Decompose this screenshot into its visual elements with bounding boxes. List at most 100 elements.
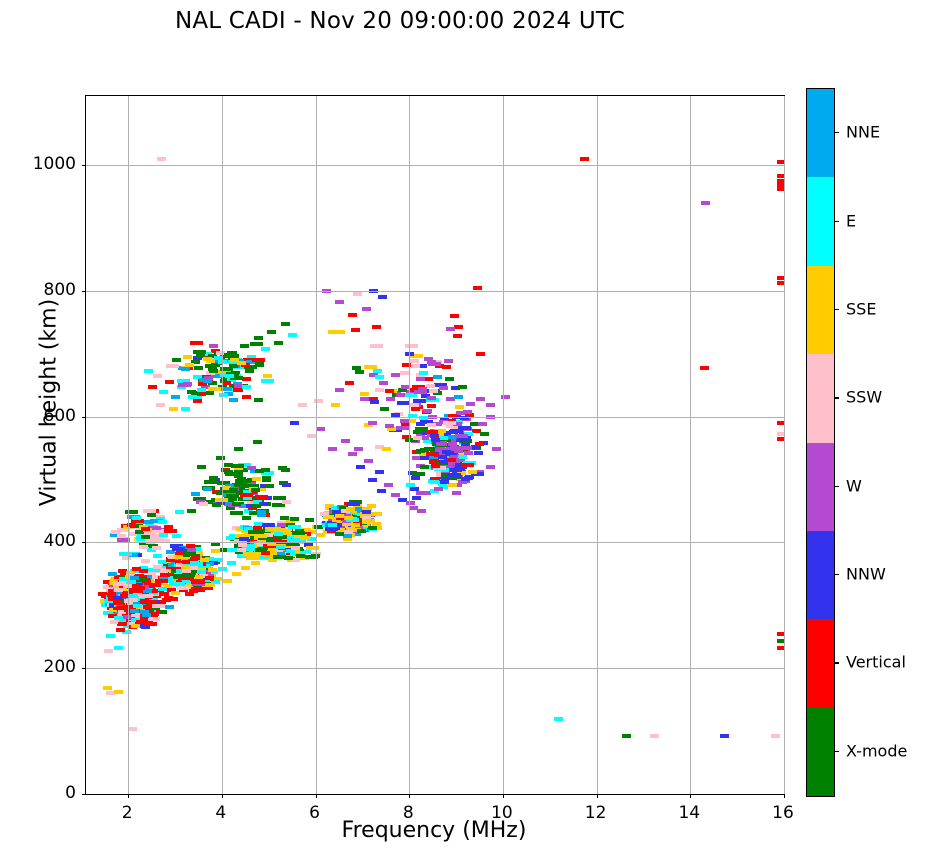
data-point: [128, 598, 138, 603]
data-point: [130, 518, 144, 523]
gridline-vertical: [502, 96, 504, 794]
data-point: [448, 413, 458, 418]
data-point: [474, 441, 484, 446]
x-tick: [502, 794, 504, 798]
data-point: [213, 355, 223, 360]
data-point: [106, 592, 116, 597]
data-point: [410, 359, 420, 364]
data-point: [437, 441, 447, 446]
data-point: [220, 467, 230, 472]
data-point: [406, 482, 416, 487]
data-point: [401, 385, 411, 390]
data-point: [199, 558, 209, 563]
data-point: [282, 544, 292, 549]
data-point: [327, 329, 337, 334]
data-point: [265, 524, 275, 529]
data-point: [776, 646, 784, 651]
data-point: [463, 409, 473, 414]
data-point: [207, 354, 217, 359]
data-point: [226, 536, 236, 541]
data-point: [444, 358, 454, 363]
data-point: [455, 477, 465, 482]
data-point: [226, 547, 240, 552]
colorbar-label-nnw: NNW: [846, 564, 886, 584]
data-point: [776, 183, 784, 188]
data-point: [157, 587, 167, 592]
data-point: [334, 514, 344, 519]
x-tick-label: 6: [309, 803, 320, 823]
data-point: [433, 422, 443, 427]
data-point: [429, 458, 439, 463]
data-point: [282, 500, 292, 505]
data-point: [458, 480, 468, 485]
plot-area: [82, 95, 785, 798]
data-point: [267, 329, 277, 334]
data-point: [247, 478, 257, 483]
data-point: [252, 439, 262, 444]
data-point: [129, 568, 139, 573]
data-point: [264, 533, 273, 538]
data-point: [426, 403, 436, 408]
data-point: [377, 488, 387, 493]
colorbar-tick: [834, 220, 839, 222]
data-point: [230, 353, 240, 358]
data-point: [454, 325, 464, 330]
data-point: [446, 397, 456, 402]
data-point: [335, 532, 345, 537]
data-point: [176, 568, 186, 573]
x-tick-label: 10: [491, 803, 513, 823]
data-point: [268, 534, 282, 539]
data-point: [261, 477, 271, 482]
data-point: [410, 407, 420, 412]
data-point: [260, 483, 270, 488]
data-point: [439, 435, 449, 440]
data-point: [177, 586, 191, 591]
data-point: [454, 394, 464, 399]
data-point: [424, 376, 434, 381]
data-point: [172, 357, 182, 362]
data-point: [420, 394, 430, 399]
data-point: [453, 334, 463, 339]
data-point: [151, 604, 165, 609]
data-point: [272, 502, 286, 507]
data-point: [325, 526, 339, 531]
data-point: [449, 314, 459, 319]
data-point: [166, 549, 176, 554]
y-tick: [82, 542, 86, 544]
data-point: [209, 343, 219, 348]
data-point: [430, 437, 440, 442]
data-point: [147, 616, 161, 621]
data-point: [450, 453, 460, 458]
y-tick-label: 0: [65, 783, 76, 803]
data-point: [480, 432, 490, 437]
data-point: [471, 445, 481, 450]
data-point: [192, 395, 202, 400]
data-point: [287, 525, 301, 530]
data-point: [223, 502, 233, 507]
data-point: [193, 575, 203, 580]
data-point: [113, 646, 123, 651]
data-point: [139, 610, 149, 615]
data-point: [155, 516, 165, 521]
data-point: [245, 543, 255, 548]
data-point: [450, 429, 463, 434]
data-point: [261, 522, 275, 527]
data-point: [313, 398, 323, 403]
data-point: [418, 452, 432, 457]
data-point: [224, 498, 234, 503]
data-point: [425, 398, 439, 403]
data-point: [234, 358, 244, 363]
data-point: [147, 513, 157, 518]
data-point: [202, 487, 212, 492]
data-point: [316, 427, 326, 432]
data-point: [412, 435, 422, 440]
data-point: [296, 536, 310, 541]
data-point: [147, 384, 157, 389]
data-point: [253, 397, 263, 402]
data-point: [408, 388, 418, 393]
data-point: [374, 388, 384, 393]
data-point: [331, 506, 341, 511]
colorbar-label-vertical: Vertical: [846, 652, 906, 672]
data-point: [185, 592, 195, 597]
data-point: [147, 538, 161, 543]
